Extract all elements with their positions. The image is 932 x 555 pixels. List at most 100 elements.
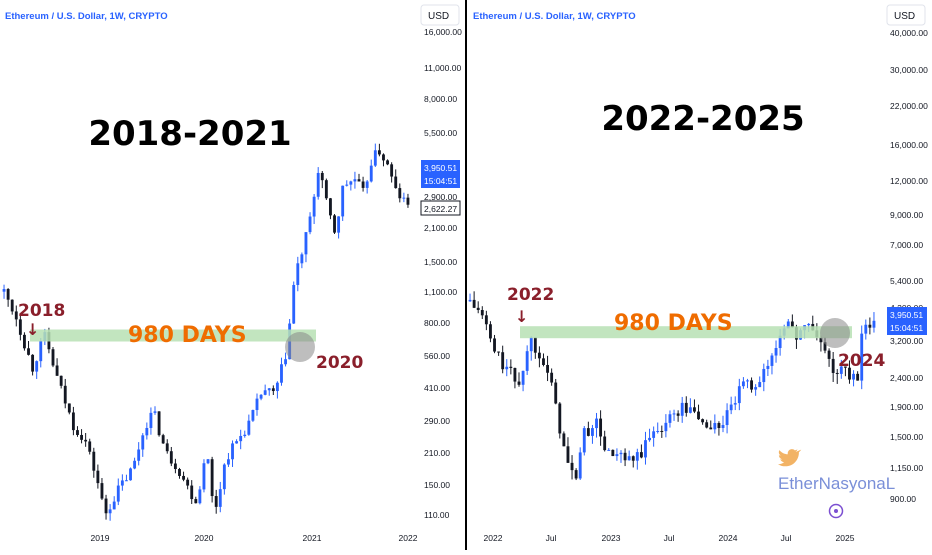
right-candle <box>746 378 749 389</box>
left-candle <box>206 459 210 465</box>
left-candle <box>345 180 349 187</box>
left-candle <box>104 494 108 520</box>
right-x-tick-label: Jul <box>781 533 792 543</box>
left-candle <box>145 422 149 440</box>
right-candles <box>468 291 876 481</box>
left-candle <box>251 409 255 422</box>
right-candle <box>525 345 529 375</box>
left-candle <box>63 378 67 409</box>
left-candle <box>324 178 328 200</box>
right-symbol-title: Ethereum / U.S. Dollar, 1W, CRYPTO <box>473 11 636 22</box>
right-candle <box>750 377 753 393</box>
right-candle <box>733 396 737 411</box>
left-candle <box>235 439 239 444</box>
target-icon[interactable] <box>828 503 844 519</box>
left-candle <box>300 252 304 269</box>
left-price-badge-value: 3,950.51 <box>424 163 457 173</box>
left-candle <box>2 284 6 299</box>
left-candle <box>284 352 287 367</box>
right-candle <box>705 419 709 429</box>
left-candle <box>398 183 402 203</box>
left-candle <box>194 496 198 504</box>
right-candle <box>570 455 574 480</box>
left-y-tick-label: 16,000.00 <box>424 27 462 37</box>
right-candle <box>497 351 501 356</box>
left-x-tick-label: 2021 <box>303 533 322 543</box>
right-candle <box>713 414 717 434</box>
right-candle <box>709 420 713 430</box>
left-y-tick-label: 11,000.00 <box>424 63 461 73</box>
left-x-tick-label: 2019 <box>91 533 110 543</box>
right-x-tick-label: Jul <box>546 533 557 543</box>
right-candle <box>607 448 611 451</box>
left-y-tick-label: 1,500.00 <box>424 257 457 267</box>
right-y-tick-label: 7,000.00 <box>890 240 923 250</box>
left-y-tick-label: 5,500.00 <box>424 128 457 138</box>
left-candle <box>39 337 43 368</box>
right-price-badge-countdown: 15:04:51 <box>890 323 923 333</box>
left-candle <box>337 216 341 239</box>
left-y-tick-label: 2,900.00 <box>424 192 457 202</box>
right-candle <box>578 447 582 480</box>
right-candle <box>582 426 586 456</box>
right-candle <box>839 359 843 379</box>
right-candle <box>558 402 562 439</box>
right-candle <box>574 468 578 481</box>
left-candle <box>67 403 71 415</box>
left-candle <box>308 212 312 235</box>
left-currency-button[interactable] <box>420 4 460 26</box>
watermark-text: EtherNasyonaL <box>778 474 895 493</box>
left-candle <box>263 384 267 396</box>
left-candle <box>137 442 141 466</box>
right-candle <box>615 448 619 461</box>
right-x-tick-label: 2025 <box>836 533 855 543</box>
left-candle <box>161 433 165 444</box>
left-candle <box>125 474 128 482</box>
right-candle <box>619 450 623 463</box>
left-candle <box>186 477 190 490</box>
right-candle <box>774 340 778 363</box>
right-x-tick-label: Jul <box>664 533 675 543</box>
right-candle <box>843 366 847 377</box>
right-y-tick-label: 12,000.00 <box>890 176 928 186</box>
left-y-tick-label: 150.00 <box>424 480 450 490</box>
left-candle <box>59 375 63 389</box>
left-candle <box>14 305 18 327</box>
right-candle <box>611 449 615 457</box>
left-candle <box>120 474 124 491</box>
right-candle <box>489 321 492 343</box>
left-candle <box>51 346 55 368</box>
right-currency-button[interactable] <box>886 4 926 26</box>
left-last-price-value: 2,622.27 <box>424 204 457 214</box>
left-candle <box>173 458 177 474</box>
left-candle <box>100 478 104 501</box>
right-price-badge-value: 3,950.51 <box>890 310 923 320</box>
left-candle <box>80 429 83 444</box>
left-candle <box>157 411 161 437</box>
left-candle <box>112 496 116 510</box>
left-currency-label: USD <box>428 11 449 22</box>
left-y-tick-label: 110.00 <box>424 510 450 520</box>
right-candle <box>819 335 823 352</box>
right-candle <box>635 448 639 470</box>
left-candle <box>406 193 410 208</box>
right-candle <box>550 368 554 386</box>
left-candle <box>10 299 14 315</box>
right-candle <box>868 317 872 335</box>
left-y-tick-label: 8,000.00 <box>424 94 457 104</box>
left-candle <box>243 430 247 438</box>
left-candle <box>133 457 137 470</box>
right-candle <box>603 430 607 452</box>
right-candle <box>856 371 860 381</box>
right-x-tick-label: 2024 <box>719 533 738 543</box>
right-candle <box>529 336 533 361</box>
left-candle <box>88 438 92 455</box>
right-candle <box>623 448 627 467</box>
right-candle <box>468 293 472 302</box>
right-y-tick-label: 40,000.00 <box>890 28 928 38</box>
right-candle <box>762 363 766 392</box>
left-candle <box>382 153 385 167</box>
left-big-title: 2018-2021 <box>88 114 291 154</box>
right-candle <box>672 409 676 421</box>
left-y-tick-label: 410.00 <box>424 383 450 393</box>
